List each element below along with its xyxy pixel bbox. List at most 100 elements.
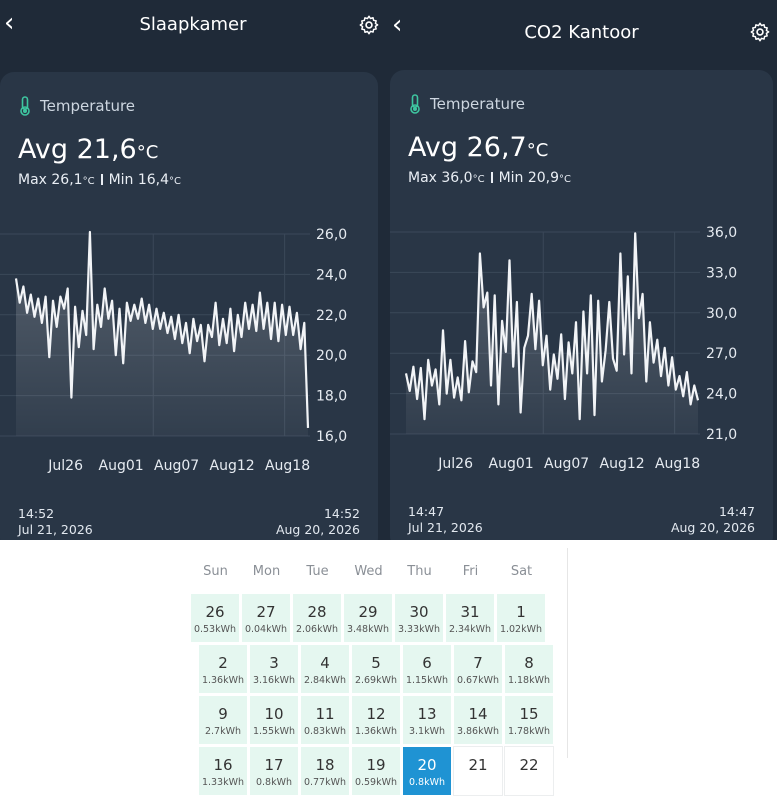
series-line bbox=[14, 230, 310, 428]
x-tick-label: Jul26 bbox=[47, 458, 83, 474]
thermometer-icon bbox=[410, 94, 420, 114]
day-number: 3 bbox=[269, 654, 279, 672]
day-number: 11 bbox=[315, 705, 335, 723]
day-number: 4 bbox=[320, 654, 330, 672]
x-tick-label: Aug12 bbox=[210, 458, 255, 474]
calendar-day[interactable]: 10 1.55kWh bbox=[249, 695, 299, 745]
day-energy: 1.33kWh bbox=[201, 777, 245, 788]
back-button[interactable]: ‹ bbox=[4, 8, 14, 38]
weekday-label: Sat bbox=[510, 564, 533, 579]
page-title: CO2 Kantoor bbox=[524, 22, 639, 43]
calendar-day[interactable]: 15 1.78kWh bbox=[504, 695, 554, 745]
day-energy: 0.59kWh bbox=[354, 777, 398, 788]
gear-icon[interactable] bbox=[358, 14, 380, 36]
chevron-left-icon: ‹ bbox=[392, 10, 403, 40]
back-button[interactable]: ‹ bbox=[392, 10, 402, 40]
calendar-day[interactable]: 31 2.34kWh bbox=[445, 593, 495, 643]
right-screen: ‹ CO2 Kantoor Temperature Avg 26,7°C Max… bbox=[386, 0, 777, 540]
series-area bbox=[406, 233, 698, 434]
x-tick-label: Aug01 bbox=[99, 458, 144, 474]
calendar-day[interactable]: 17 0.8kWh bbox=[249, 746, 299, 796]
y-tick-label: 24,0 bbox=[706, 387, 737, 403]
temperature-card[interactable]: Temperature Avg 26,7°C Max 36,0°C Min 20,… bbox=[390, 70, 773, 540]
max-unit: °C bbox=[472, 174, 485, 185]
y-tick-label: 30,0 bbox=[706, 306, 737, 322]
day-energy: 0.53kWh bbox=[193, 624, 237, 635]
day-energy: 1.36kWh bbox=[201, 675, 245, 686]
calendar-day[interactable]: 2 1.36kWh bbox=[198, 644, 248, 694]
calendar-day[interactable]: 12 1.36kWh bbox=[351, 695, 401, 745]
weekday-label: Thu bbox=[407, 564, 432, 579]
calendar-day[interactable]: 13 3.1kWh bbox=[402, 695, 452, 745]
calendar-day[interactable]: 27 0.04kWh bbox=[241, 593, 291, 643]
calendar-day[interactable]: 3 3.16kWh bbox=[249, 644, 299, 694]
day-energy: 0.67kWh bbox=[456, 675, 500, 686]
day-number: 27 bbox=[256, 603, 276, 621]
calendar-day[interactable]: 8 1.18kWh bbox=[504, 644, 554, 694]
calendar-day[interactable]: 29 3.48kWh bbox=[343, 593, 393, 643]
calendar-day[interactable]: 7 0.67kWh bbox=[453, 644, 503, 694]
day-number: 5 bbox=[371, 654, 381, 672]
gear-icon[interactable] bbox=[749, 21, 771, 43]
temperature-card[interactable]: Temperature Avg 21,6°C Max 26,1°C Min 16,… bbox=[0, 72, 378, 540]
day-number: 14 bbox=[468, 705, 488, 723]
calendar-day[interactable]: 1 1.02kWh bbox=[496, 593, 546, 643]
day-energy: 1.78kWh bbox=[507, 726, 551, 737]
y-tick-label: 20,0 bbox=[316, 348, 347, 364]
day-energy: 1.36kWh bbox=[354, 726, 398, 737]
day-number: 30 bbox=[409, 603, 429, 621]
day-energy: 3.33kWh bbox=[397, 624, 441, 635]
day-number: 19 bbox=[366, 756, 386, 774]
y-tick-label: 33,0 bbox=[706, 265, 737, 281]
calendar-day[interactable]: 26 0.53kWh bbox=[190, 593, 240, 643]
calendar-day-today[interactable]: 20 0.8kWh bbox=[402, 746, 452, 796]
day-energy: 2.06kWh bbox=[295, 624, 339, 635]
calendar-day[interactable]: 14 3.86kWh bbox=[453, 695, 503, 745]
y-tick-label: 22,0 bbox=[316, 308, 347, 324]
day-energy: 3.16kWh bbox=[252, 675, 296, 686]
day-energy: 2.84kWh bbox=[303, 675, 347, 686]
calendar-day[interactable]: 18 0.77kWh bbox=[300, 746, 350, 796]
day-energy: 0.77kWh bbox=[303, 777, 347, 788]
max-unit: °C bbox=[82, 176, 95, 187]
day-energy: 3.86kWh bbox=[456, 726, 500, 737]
day-energy: 0.8kWh bbox=[255, 777, 293, 788]
day-number: 6 bbox=[422, 654, 432, 672]
start-time: 14:52 bbox=[18, 506, 55, 521]
x-tick-label: Aug07 bbox=[154, 458, 199, 474]
calendar-day[interactable]: 28 2.06kWh bbox=[292, 593, 342, 643]
calendar-day[interactable]: 30 3.33kWh bbox=[394, 593, 444, 643]
calendar-day[interactable]: 21 bbox=[453, 746, 503, 796]
sensor-label-row: Temperature bbox=[408, 94, 525, 114]
day-number: 18 bbox=[315, 756, 335, 774]
divider bbox=[567, 548, 568, 758]
x-tick-label: Aug01 bbox=[489, 456, 534, 472]
max-value: Max 26,1 bbox=[18, 172, 83, 188]
calendar-day[interactable]: 9 2.7kWh bbox=[198, 695, 248, 745]
day-number: 22 bbox=[519, 756, 539, 774]
calendar-day[interactable]: 6 1.15kWh bbox=[402, 644, 452, 694]
calendar-day[interactable]: 19 0.59kWh bbox=[351, 746, 401, 796]
day-number: 31 bbox=[460, 603, 480, 621]
avg-unit: °C bbox=[136, 142, 159, 163]
y-tick-label: 16,0 bbox=[316, 429, 347, 445]
x-tick-label: Aug12 bbox=[600, 456, 645, 472]
calendar-day[interactable]: 22 bbox=[504, 746, 554, 796]
day-number: 9 bbox=[218, 705, 228, 723]
calendar-day[interactable]: 5 2.69kWh bbox=[351, 644, 401, 694]
page-title: Slaapkamer bbox=[139, 14, 247, 35]
calendar-day[interactable]: 11 0.83kWh bbox=[300, 695, 350, 745]
end-date: Aug 20, 2026 bbox=[670, 520, 755, 535]
day-energy: 1.15kWh bbox=[405, 675, 449, 686]
min-max-row: Max 26,1°C Min 16,4°C bbox=[18, 172, 181, 188]
min-value: Min 16,4 bbox=[108, 172, 170, 188]
calendar-day[interactable]: 16 1.33kWh bbox=[198, 746, 248, 796]
day-number: 2 bbox=[218, 654, 228, 672]
temperature-chart[interactable]: 21,0 24,0 27,0 30,0 33,0 36,0 Jul26 Aug01 Aug07 A… bbox=[390, 220, 773, 500]
day-energy: 1.18kWh bbox=[507, 675, 551, 686]
calendar-day[interactable]: 4 2.84kWh bbox=[300, 644, 350, 694]
weekday-label: Sun bbox=[203, 564, 228, 579]
y-tick-label: 24,0 bbox=[316, 267, 347, 283]
day-number: 15 bbox=[519, 705, 539, 723]
temperature-chart[interactable]: 16,0 18,0 20,0 22,0 24,0 26,0 Jul26 Aug01 Aug07 A… bbox=[0, 222, 378, 502]
